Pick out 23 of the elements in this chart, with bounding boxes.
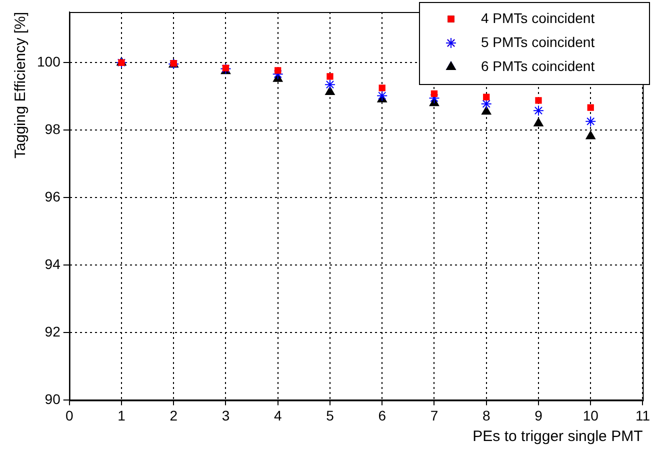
- x-tick-label: 9: [534, 407, 543, 424]
- x-tick-label: 0: [65, 407, 74, 424]
- y-tick-label: 98: [44, 121, 61, 138]
- x-tick-label: 1: [118, 407, 126, 424]
- x-tick-label: 11: [635, 407, 650, 424]
- y-tick-label: 100: [37, 53, 61, 70]
- x-tick-label: 8: [482, 407, 490, 424]
- y-tick-label: 90: [44, 391, 61, 408]
- y-tick-label: 96: [44, 188, 61, 205]
- x-tick-label: 2: [170, 407, 178, 424]
- x-tick-label: 6: [378, 407, 386, 424]
- x-tick-label: 10: [582, 407, 599, 424]
- legend-label: 6 PMTs coincident: [481, 58, 595, 74]
- legend-label: 5 PMTs coincident: [481, 34, 595, 50]
- x-tick-label: 7: [430, 407, 438, 424]
- x-tick-label: 5: [326, 407, 334, 424]
- y-axis-title: Tagging Efficiency [%]: [12, 12, 30, 158]
- x-tick-label: 3: [222, 407, 230, 424]
- y-tick-label: 92: [44, 324, 61, 340]
- x-tick-label: 4: [274, 407, 282, 424]
- x-axis-title: PEs to trigger single PMT: [472, 428, 643, 446]
- legend-label: 4 PMTs coincident: [481, 10, 595, 26]
- y-tick-label: 94: [44, 256, 61, 272]
